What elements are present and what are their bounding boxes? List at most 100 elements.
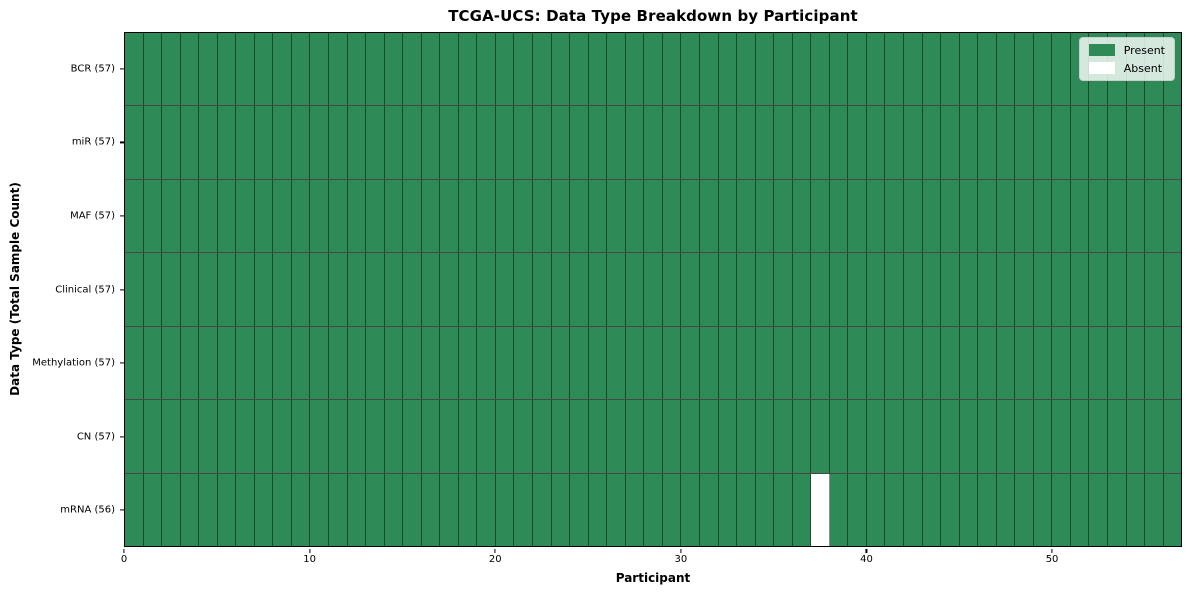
- heatmap-cell: [217, 33, 237, 106]
- heatmap-cell: [403, 253, 422, 326]
- heatmap-cell: [644, 473, 663, 546]
- heatmap-cell: [291, 179, 311, 253]
- heatmap-cell: [1107, 253, 1127, 326]
- heatmap-cell: [681, 326, 700, 400]
- heatmap-cell: [477, 179, 496, 253]
- heatmap-cell: [1070, 473, 1090, 546]
- heatmap-cell: [922, 400, 942, 473]
- heatmap-cell: [291, 473, 311, 546]
- x-tick-label: 10: [303, 554, 316, 565]
- heatmap-cell: [588, 106, 608, 179]
- heatmap-cell: [903, 326, 923, 400]
- heatmap-cell: [1052, 400, 1071, 473]
- heatmap-cell: [1107, 473, 1127, 546]
- heatmap-cell: [366, 400, 385, 473]
- heatmap-row: [125, 400, 1182, 474]
- heatmap-cell: [1089, 179, 1108, 253]
- heatmap-cell: [662, 106, 682, 179]
- heatmap-cell: [922, 326, 942, 400]
- heatmap-cell: [125, 179, 144, 253]
- heatmap-cell: [421, 106, 441, 179]
- heatmap-cell: [885, 179, 904, 253]
- heatmap-cell: [978, 473, 997, 546]
- heatmap-cell: [681, 253, 700, 326]
- heatmap-cell: [273, 253, 292, 326]
- x-tick-label: 0: [120, 554, 128, 565]
- heatmap-cell: [1126, 400, 1146, 473]
- heatmap-cell: [1145, 326, 1164, 400]
- heatmap-cell: [458, 106, 478, 179]
- heatmap-cell: [607, 400, 626, 473]
- heatmap-cell: [1145, 400, 1164, 473]
- heatmap-cell: [310, 179, 330, 253]
- heatmap-cell: [254, 33, 274, 106]
- heatmap-cell: [180, 473, 200, 546]
- heatmap-cell: [996, 33, 1016, 106]
- heatmap-cell: [811, 179, 830, 253]
- heatmap-cell: [1070, 179, 1090, 253]
- heatmap-cell: [570, 473, 589, 546]
- heatmap-cell: [829, 473, 849, 546]
- heatmap-cell: [458, 253, 478, 326]
- heatmap-cell: [662, 179, 682, 253]
- heatmap-cell: [755, 473, 775, 546]
- heatmap-cell: [1163, 179, 1182, 253]
- heatmap-cell: [681, 179, 700, 253]
- heatmap-cell: [143, 326, 163, 400]
- heatmap-cell: [792, 179, 812, 253]
- heatmap-cell: [199, 106, 218, 179]
- heatmap-cell: [310, 326, 330, 400]
- heatmap-cell-absent: [811, 473, 830, 546]
- heatmap-cell: [440, 179, 459, 253]
- heatmap-cell: [978, 179, 997, 253]
- heatmap-cell: [199, 400, 218, 473]
- heatmap-cell: [1070, 400, 1090, 473]
- heatmap-cell: [755, 400, 775, 473]
- heatmap-cell: [1163, 400, 1182, 473]
- heatmap-cell: [978, 33, 997, 106]
- heatmap-cell: [1052, 326, 1071, 400]
- heatmap-cell: [514, 326, 534, 400]
- heatmap-cell: [458, 33, 478, 106]
- heatmap-cell: [495, 473, 515, 546]
- heatmap-cell: [866, 473, 886, 546]
- heatmap-cell: [718, 179, 738, 253]
- heatmap-cell: [143, 253, 163, 326]
- heatmap-cell: [959, 326, 979, 400]
- heatmap-cell: [477, 106, 496, 179]
- heatmap-cell: [718, 400, 738, 473]
- heatmap-cell: [551, 179, 571, 253]
- heatmap-cell: [607, 326, 626, 400]
- heatmap-cell: [1107, 400, 1127, 473]
- heatmap-cell: [848, 400, 867, 473]
- heatmap-cell: [533, 33, 552, 106]
- heatmap-cell: [477, 253, 496, 326]
- heatmap-cell: [792, 253, 812, 326]
- heatmap-cell: [329, 253, 348, 326]
- heatmap-cell: [607, 106, 626, 179]
- heatmap-cell: [514, 106, 534, 179]
- heatmap-cell: [829, 253, 849, 326]
- heatmap-cell: [180, 253, 200, 326]
- heatmap-cell: [996, 326, 1016, 400]
- heatmap-cell: [996, 253, 1016, 326]
- heatmap-cell: [1145, 473, 1164, 546]
- heatmap-cell: [366, 33, 385, 106]
- heatmap-cell: [533, 400, 552, 473]
- heatmap-cell: [588, 179, 608, 253]
- heatmap-cell: [1126, 106, 1146, 179]
- y-tick: [120, 68, 124, 70]
- heatmap-row: [125, 326, 1182, 401]
- heatmap-cell: [607, 253, 626, 326]
- heatmap-cell: [458, 179, 478, 253]
- heatmap-cell: [922, 106, 942, 179]
- x-tick-label: 20: [488, 554, 502, 565]
- heatmap-cell: [1089, 253, 1108, 326]
- heatmap-cell: [1145, 179, 1164, 253]
- heatmap-cell: [885, 473, 904, 546]
- heatmap-cell: [217, 473, 237, 546]
- heatmap-cell: [495, 326, 515, 400]
- heatmap-cell: [403, 179, 422, 253]
- heatmap-cell: [607, 33, 626, 106]
- y-tick-label: CN (57): [76, 431, 115, 443]
